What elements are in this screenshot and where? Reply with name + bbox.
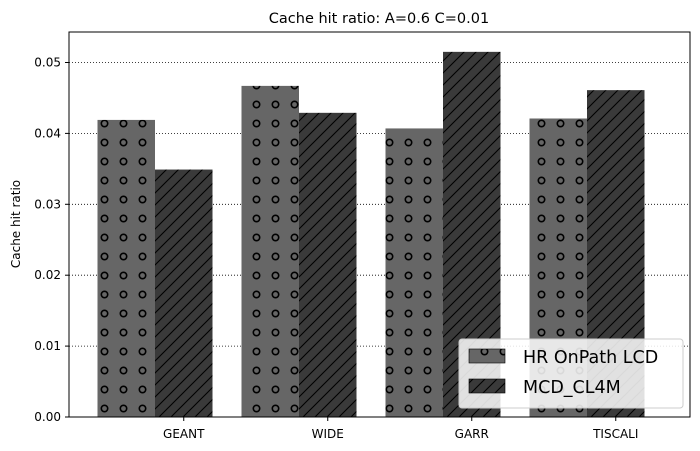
bar-hr-onpath-lcd-garr — [385, 128, 443, 418]
y-tick-label: 0.02 — [34, 268, 61, 282]
bar-hr-onpath-lcd-geant — [97, 119, 155, 417]
x-axis-ticks: GEANT WIDE GARR TISCALI — [163, 417, 638, 441]
legend-swatch-mcd-cl4m — [468, 378, 506, 394]
y-tick-label: 0.01 — [34, 339, 61, 353]
y-tick-label: 0.05 — [34, 55, 61, 69]
legend-label-hr-onpath-lcd: HR OnPath LCD — [523, 348, 658, 368]
bar-mcd-cl4m-geant — [155, 169, 213, 417]
y-axis-label: Cache hit ratio — [9, 180, 23, 268]
x-tick-label-tiscali: TISCALI — [592, 427, 638, 441]
x-tick-label-garr: GARR — [455, 427, 489, 441]
y-axis-ticks: 0.00 0.01 0.02 0.03 0.04 0.05 — [34, 55, 69, 424]
legend-swatch-hr-onpath-lcd — [468, 348, 506, 364]
chart-title: Cache hit ratio: A=0.6 C=0.01 — [269, 11, 489, 27]
x-tick-label-geant: GEANT — [163, 427, 205, 441]
y-tick-label: 0.04 — [34, 126, 61, 140]
legend-label-mcd-cl4m: MCD_CL4M — [523, 378, 621, 398]
x-tick-label-wide: WIDE — [312, 427, 344, 441]
legend: HR OnPath LCD MCD_CL4M — [458, 338, 684, 409]
bar-mcd-cl4m-wide — [299, 112, 357, 417]
y-tick-label: 0.00 — [34, 410, 61, 424]
bar-hr-onpath-lcd-wide — [241, 85, 299, 418]
plot-frame — [68, 31, 691, 418]
y-tick-label: 0.03 — [34, 197, 61, 211]
legend-frame — [458, 338, 684, 409]
